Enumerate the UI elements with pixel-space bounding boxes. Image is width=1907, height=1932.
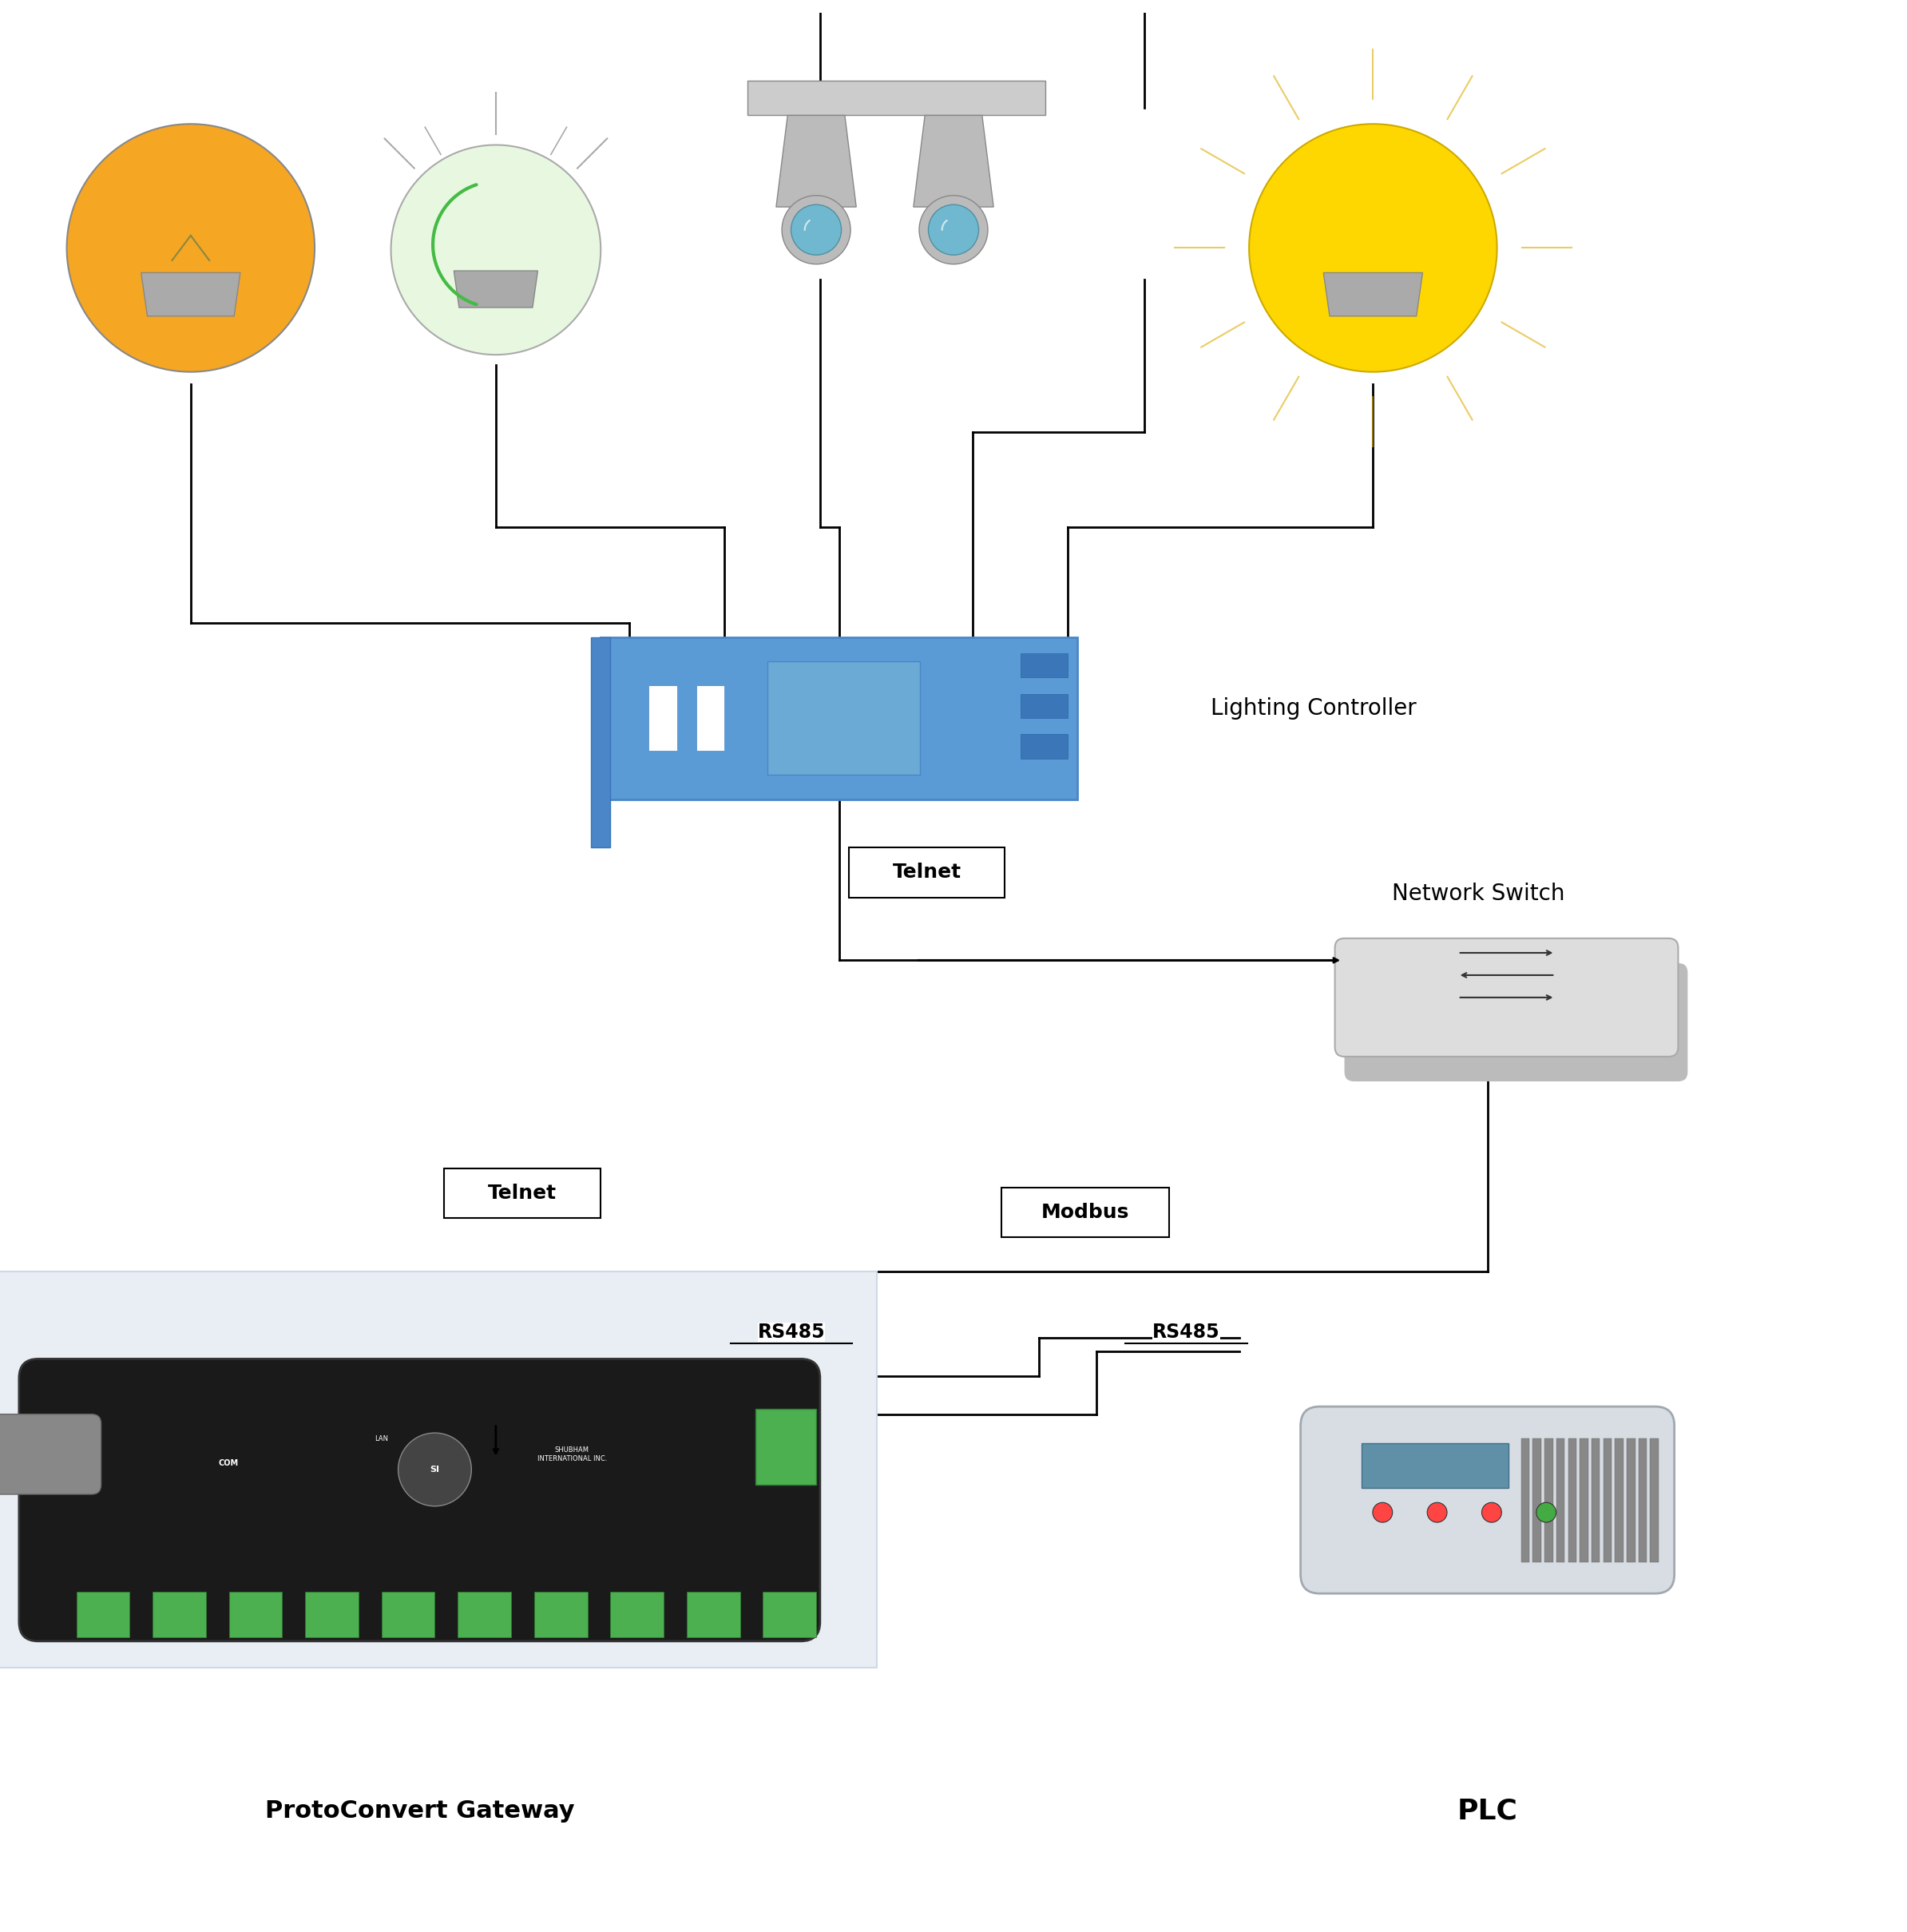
- Text: Telnet: Telnet: [488, 1184, 557, 1202]
- Bar: [1556, 1437, 1564, 1561]
- Bar: [687, 1592, 740, 1636]
- Bar: [763, 1592, 816, 1636]
- FancyBboxPatch shape: [19, 1358, 820, 1640]
- Circle shape: [929, 205, 978, 255]
- Text: RS485: RS485: [1152, 1323, 1220, 1343]
- Bar: [1522, 1437, 1529, 1561]
- Text: Telnet: Telnet: [892, 864, 961, 883]
- Bar: [1362, 1443, 1508, 1488]
- Bar: [767, 661, 919, 775]
- Bar: [1545, 1437, 1552, 1561]
- Bar: [748, 81, 1045, 116]
- Circle shape: [1482, 1503, 1501, 1522]
- Text: ProtoConvert Gateway: ProtoConvert Gateway: [265, 1799, 574, 1822]
- Bar: [1020, 694, 1068, 719]
- Bar: [755, 1408, 816, 1486]
- Bar: [696, 686, 725, 750]
- Bar: [153, 1592, 206, 1636]
- FancyBboxPatch shape: [1335, 939, 1678, 1057]
- Circle shape: [791, 205, 841, 255]
- Text: RS485: RS485: [757, 1323, 826, 1343]
- Bar: [1592, 1437, 1600, 1561]
- Bar: [444, 1169, 601, 1217]
- Bar: [1020, 734, 1068, 759]
- Text: Network Switch: Network Switch: [1392, 883, 1566, 904]
- Polygon shape: [141, 272, 240, 317]
- Bar: [1020, 653, 1068, 678]
- Bar: [229, 1592, 282, 1636]
- Bar: [1579, 1437, 1589, 1561]
- Text: PLC: PLC: [1457, 1797, 1518, 1824]
- Bar: [610, 1592, 664, 1636]
- Text: LAN: LAN: [374, 1435, 389, 1443]
- FancyBboxPatch shape: [0, 1414, 101, 1493]
- Circle shape: [1373, 1503, 1392, 1522]
- Bar: [601, 638, 1077, 800]
- Text: SHUBHAM
INTERNATIONAL INC.: SHUBHAM INTERNATIONAL INC.: [538, 1447, 606, 1463]
- Circle shape: [399, 1434, 471, 1507]
- Bar: [1615, 1437, 1623, 1561]
- Polygon shape: [913, 116, 994, 207]
- Bar: [591, 638, 610, 848]
- Bar: [1627, 1437, 1634, 1561]
- Polygon shape: [391, 145, 601, 355]
- Bar: [1568, 1437, 1577, 1561]
- Bar: [1604, 1437, 1611, 1561]
- Bar: [648, 686, 677, 750]
- Text: Lighting Controller: Lighting Controller: [1211, 697, 1417, 721]
- Bar: [849, 848, 1005, 896]
- Bar: [0, 1271, 877, 1667]
- Bar: [1001, 1188, 1169, 1236]
- Text: Modbus: Modbus: [1041, 1202, 1129, 1221]
- Bar: [458, 1592, 511, 1636]
- Polygon shape: [67, 124, 315, 371]
- Text: COM: COM: [219, 1459, 238, 1468]
- Text: SI: SI: [429, 1466, 441, 1474]
- Circle shape: [919, 195, 988, 265]
- Bar: [305, 1592, 359, 1636]
- Circle shape: [782, 195, 851, 265]
- Polygon shape: [776, 116, 856, 207]
- Polygon shape: [1249, 124, 1497, 371]
- Bar: [1638, 1437, 1648, 1561]
- FancyBboxPatch shape: [1301, 1406, 1674, 1594]
- Bar: [1533, 1437, 1541, 1561]
- Bar: [76, 1592, 130, 1636]
- Circle shape: [1537, 1503, 1556, 1522]
- Bar: [534, 1592, 587, 1636]
- Polygon shape: [1323, 272, 1423, 317]
- Bar: [381, 1592, 435, 1636]
- FancyBboxPatch shape: [1344, 964, 1688, 1082]
- Circle shape: [1426, 1503, 1447, 1522]
- Bar: [1650, 1437, 1659, 1561]
- Polygon shape: [454, 270, 538, 307]
